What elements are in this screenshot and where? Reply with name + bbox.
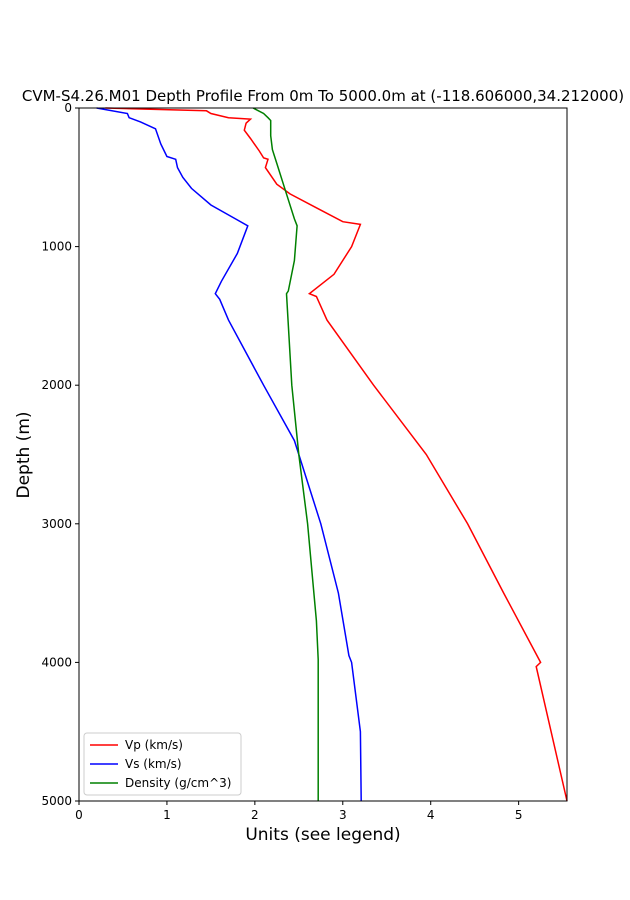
legend-box <box>83 732 242 796</box>
y-tick-label: 5000 <box>41 794 72 808</box>
y-tick-label: 1000 <box>41 240 72 254</box>
x-tick-label: 0 <box>75 808 83 822</box>
series-line-0 <box>105 107 568 802</box>
x-tick-label: 1 <box>163 808 171 822</box>
y-axis-label: Depth (m) <box>14 411 34 498</box>
ticks-layer: 0 1 2 3 4 5 0 1000 2000 3000 4000 5000 <box>41 101 522 822</box>
x-tick-label: 4 <box>427 808 435 822</box>
x-tick-label: 2 <box>251 808 259 822</box>
series-layer <box>96 107 568 802</box>
series-line-2 <box>252 107 319 801</box>
legend-label-2: Density (g/cm^3) <box>125 776 231 790</box>
legend-label-1: Vs (km/s) <box>125 757 182 771</box>
legend-label-0: Vp (km/s) <box>125 738 183 752</box>
x-axis-label: Units (see legend) <box>245 825 400 845</box>
y-tick-label: 4000 <box>41 655 72 669</box>
y-tick-label: 3000 <box>41 517 72 531</box>
chart-title: CVM-S4.26.M01 Depth Profile From 0m To 5… <box>22 87 624 105</box>
legend: Vp (km/s) Vs (km/s) Density (g/cm^3) <box>83 732 242 796</box>
series-line-1 <box>96 107 362 802</box>
x-tick-label: 3 <box>339 808 347 822</box>
plot-area <box>78 107 568 802</box>
y-tick-label: 2000 <box>41 378 72 392</box>
x-tick-label: 5 <box>515 808 523 822</box>
y-tick-label: 0 <box>64 101 72 115</box>
